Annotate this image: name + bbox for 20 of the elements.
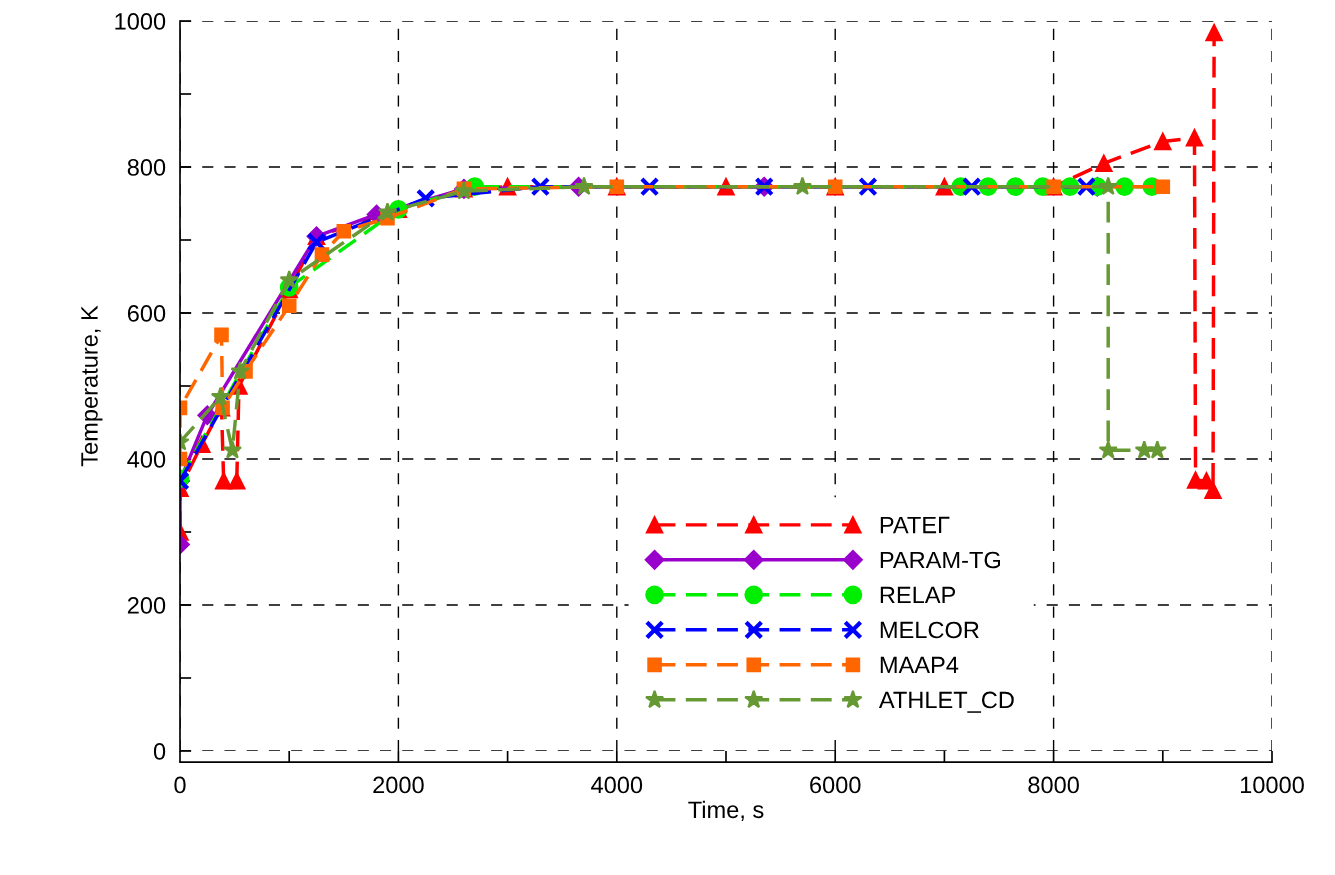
legend-label: MELCOR	[880, 621, 979, 639]
x-axis-title: Time, s	[688, 800, 764, 821]
y-tick-label: 200	[127, 597, 166, 614]
y-tick-label: 800	[127, 159, 166, 176]
x-tick-label: 2000	[373, 776, 424, 794]
x-tick-label: 8000	[1028, 776, 1079, 794]
x-tick-label: 4000	[591, 776, 643, 794]
x-tick-label: 10000	[1240, 776, 1304, 794]
legend-label: ATHLET_CD	[878, 691, 1014, 713]
y-tick-label: 600	[127, 305, 166, 322]
y-tick-label: 0	[153, 743, 166, 760]
legend-label: MAAP4	[880, 656, 959, 674]
x-tick-label: 0	[174, 776, 186, 794]
legend-label: PARAM-TG	[880, 551, 1000, 569]
legend-label: RELAP	[880, 586, 956, 604]
y-tick-label: 1000	[115, 13, 166, 30]
y-axis-title: Temperature, K	[81, 305, 103, 467]
y-tick-label: 400	[127, 451, 166, 468]
x-tick-label: 6000	[810, 776, 861, 794]
legend-label: PATEΓ	[880, 516, 950, 534]
